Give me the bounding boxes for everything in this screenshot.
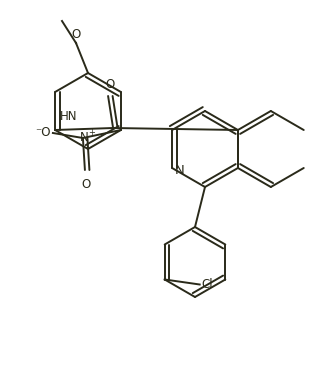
Text: ⁻O: ⁻O — [35, 126, 51, 138]
Text: O: O — [81, 178, 90, 191]
Text: N: N — [79, 130, 88, 144]
Text: Cl: Cl — [202, 278, 213, 291]
Text: +: + — [89, 128, 95, 137]
Text: N: N — [175, 163, 185, 177]
Text: O: O — [106, 78, 115, 91]
Text: O: O — [71, 28, 81, 41]
Text: HN: HN — [60, 110, 78, 123]
